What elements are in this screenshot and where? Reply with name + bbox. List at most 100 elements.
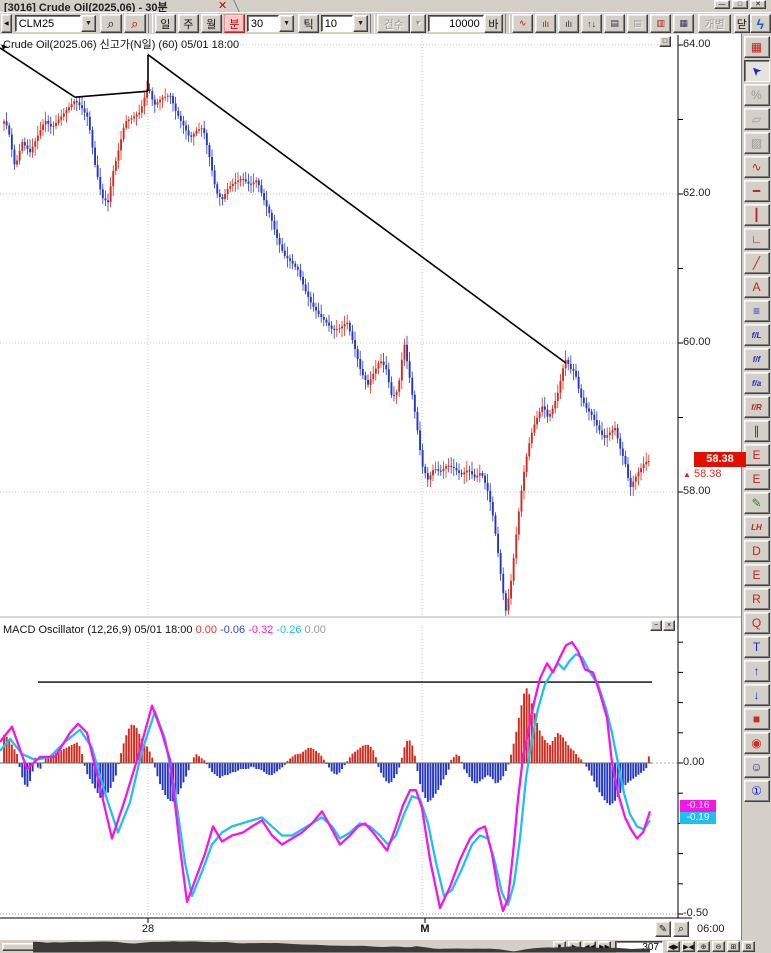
- navigator-nav-button[interactable]: ◀◀: [583, 941, 596, 952]
- search-go-button[interactable]: ⌕: [123, 14, 146, 33]
- parallel-lines-button[interactable]: ∥: [743, 420, 770, 442]
- maximize-button[interactable]: □: [732, 0, 748, 9]
- fibo-line-button[interactable]: f/L: [743, 324, 770, 346]
- annotate-button[interactable]: ✎: [655, 921, 671, 937]
- period-month-button[interactable]: 월: [200, 14, 222, 33]
- navigator-nav-button[interactable]: ▶: [568, 941, 581, 952]
- select-cursor-button[interactable]: ➤: [743, 60, 770, 82]
- smiley-marker-button[interactable]: ☺: [743, 756, 770, 778]
- trendline-icon: ╱: [752, 256, 761, 270]
- high-low-button[interactable]: LH: [743, 516, 770, 538]
- navigator-option-button[interactable]: ⊕: [697, 941, 710, 952]
- bar-unit-button[interactable]: 바: [483, 14, 504, 33]
- toolbar-icon-group: ∿ ılı ılı ↑↓ ▤ ▤ ▥ ▦: [512, 14, 695, 33]
- square-marker-button[interactable]: ■: [743, 708, 770, 730]
- magnifier-icon: ⌕: [677, 922, 685, 935]
- pattern-e-button[interactable]: E: [743, 564, 770, 586]
- axis-label: 64.00: [683, 38, 711, 50]
- period-week-button[interactable]: 주: [177, 14, 199, 33]
- macd-plot[interactable]: [0, 618, 678, 918]
- arrow-up-button[interactable]: ↑: [743, 660, 770, 682]
- trendline-button[interactable]: ╱: [743, 252, 770, 274]
- navigator-option-button[interactable]: ⊖: [712, 941, 725, 952]
- period-minute-button[interactable]: 분: [223, 14, 245, 33]
- close-chart-button[interactable]: 닫: [734, 14, 750, 33]
- symbol-input[interactable]: [14, 15, 81, 32]
- up-triangle-icon: ▲: [683, 470, 691, 479]
- fibo-arc-icon: f/a: [751, 378, 762, 388]
- fibo-retrace-button[interactable]: f/R: [743, 396, 770, 418]
- volume-bars-button[interactable]: ılı: [558, 14, 580, 33]
- pattern-r-button[interactable]: R: [743, 588, 770, 610]
- copy-chart-button[interactable]: ▤: [604, 14, 626, 33]
- macd-value: -0.06: [217, 624, 246, 636]
- navigator-option-button[interactable]: ◀▶: [667, 941, 680, 952]
- period-day-button[interactable]: 일: [154, 14, 176, 33]
- toolbar-back-button[interactable]: ◀: [1, 14, 12, 33]
- vertical-line-button[interactable]: ┃: [743, 204, 770, 226]
- elliott-wave5-button[interactable]: E: [743, 444, 770, 466]
- navigator-option-button[interactable]: ▶◀: [682, 941, 695, 952]
- main-chart-plot[interactable]: [0, 33, 678, 617]
- arrow-down-button[interactable]: ↓: [743, 684, 770, 706]
- circle-marker-icon: ◉: [751, 736, 762, 750]
- indicator-line-button[interactable]: ∿: [743, 156, 770, 178]
- close-button[interactable]: ✕: [750, 0, 766, 9]
- axis-label: 0.00: [683, 756, 705, 768]
- minimize-button[interactable]: —: [714, 0, 730, 9]
- tick-count-input[interactable]: [320, 15, 353, 32]
- fibo-fan-button[interactable]: f/f: [743, 348, 770, 370]
- pen-draw-button[interactable]: ✎: [743, 492, 770, 514]
- tick-dropdown-button[interactable]: ▼: [352, 15, 369, 32]
- toolbar-separator: [147, 14, 153, 33]
- erase-one-button: ▱: [743, 108, 770, 130]
- navigator-nav-button[interactable]: ▶▶: [598, 941, 611, 952]
- updown-sort-button[interactable]: ↑↓: [581, 14, 603, 33]
- candle-panel-icon: ▥: [656, 18, 665, 28]
- circle-marker-button[interactable]: ◉: [743, 732, 770, 754]
- elliott-wave3-button[interactable]: E: [743, 468, 770, 490]
- macd-value: -0.32: [245, 624, 274, 636]
- macd-close-button[interactable]: ×: [663, 620, 675, 631]
- arrow-down-icon: ↓: [753, 688, 760, 702]
- refresh-button[interactable]: ϟ: [749, 14, 771, 33]
- navigator-nav-button[interactable]: ▮: [553, 941, 566, 952]
- text-label-button[interactable]: A: [743, 276, 770, 298]
- minute-dropdown-button[interactable]: ▼: [278, 15, 295, 32]
- zoom-button[interactable]: ⌕: [673, 921, 689, 937]
- window-title: [3016] Crude Oil(2025,06) - 30분: [4, 2, 168, 12]
- minute-input[interactable]: [246, 15, 279, 32]
- macd-value: 0.00: [195, 624, 218, 636]
- symbol-dropdown-button[interactable]: ▼: [80, 15, 97, 32]
- fibo-arc-button[interactable]: f/a: [743, 372, 770, 394]
- macd-collapse-button[interactable]: −: [650, 620, 662, 631]
- signal-dots-button[interactable]: ılı: [535, 14, 557, 33]
- text-tool-button[interactable]: T: [743, 636, 770, 658]
- axis-label: -0.50: [683, 907, 709, 919]
- high-low-icon: LH: [751, 522, 762, 532]
- erase-all-icon: ▨: [750, 136, 763, 150]
- trend-edit-button[interactable]: ∿: [512, 14, 534, 33]
- number-marker-button[interactable]: ①: [743, 780, 770, 802]
- horizontal-line-icon: ━: [752, 184, 761, 198]
- search-button[interactable]: ⌕: [100, 14, 122, 33]
- speed-lines-button[interactable]: ≡: [743, 300, 770, 322]
- quote-note-button[interactable]: Q: [743, 612, 770, 634]
- horizontal-line-button[interactable]: ━: [743, 180, 770, 202]
- navigator-option-button[interactable]: ⊠: [742, 941, 755, 952]
- pattern-zone-button[interactable]: ▦: [743, 36, 770, 58]
- visible-bars-input[interactable]: [615, 941, 663, 953]
- refresh-icon: ϟ: [756, 15, 764, 32]
- navigator-thumb[interactable]: [2, 943, 42, 951]
- tab-close-icon[interactable]: ✕: [218, 0, 228, 12]
- grid-panel-button[interactable]: ▦: [673, 14, 695, 33]
- tick-button[interactable]: 틱: [298, 14, 319, 33]
- pattern-d-button[interactable]: D: [743, 540, 770, 562]
- angle-line-button[interactable]: ∟: [743, 228, 770, 250]
- scroll-left-icon[interactable]: ◀: [86, 940, 93, 949]
- main-panel-restore-button[interactable]: □: [659, 36, 671, 47]
- speed-lines-icon: ≡: [752, 304, 760, 318]
- candle-panel-button[interactable]: ▥: [650, 14, 672, 33]
- bars-count-input[interactable]: [427, 15, 484, 32]
- navigator-option-button[interactable]: ⊞: [727, 941, 740, 952]
